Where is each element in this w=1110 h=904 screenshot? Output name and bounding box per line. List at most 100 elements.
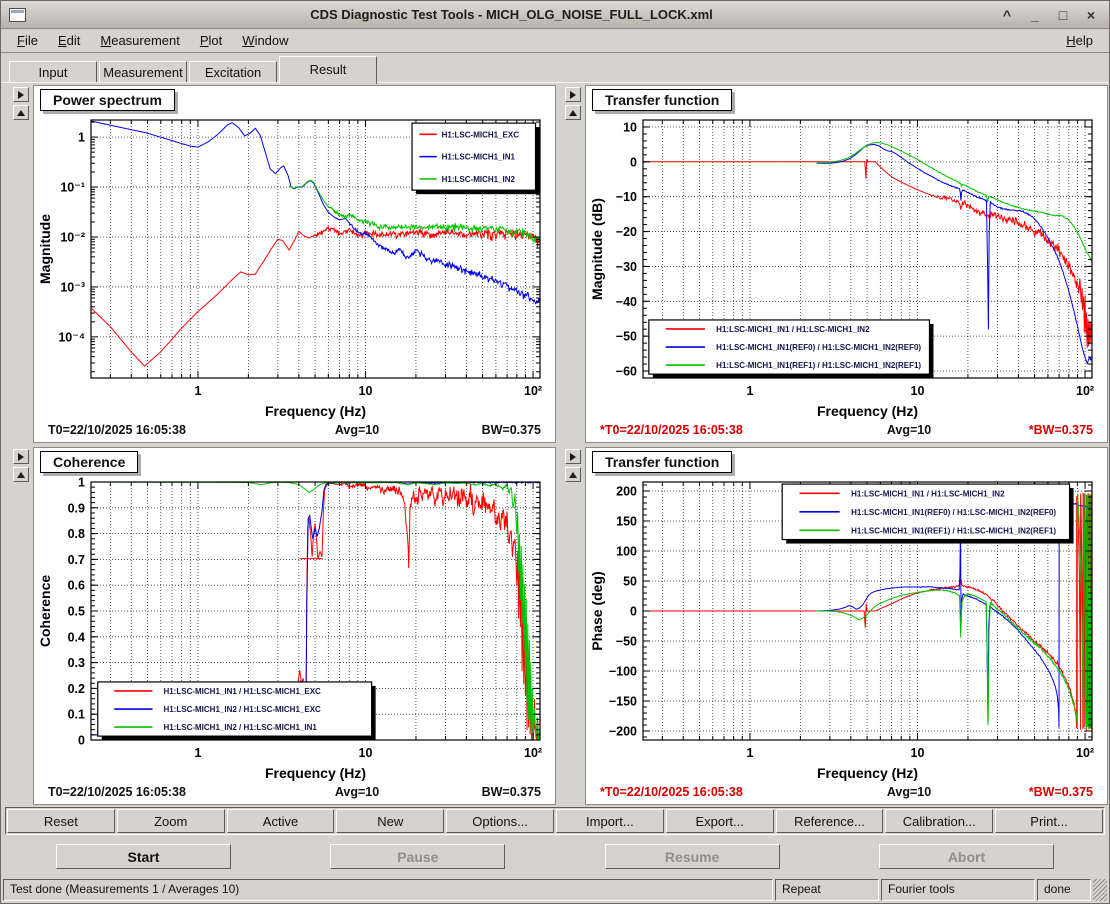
series-H1:LSC-MICH1_IN1 / H1:LSC-MICH1_IN2 — [643, 492, 1092, 731]
plot-canvas-tf-phase[interactable]: 1 10 10² 200 150 100 50 0 −50 −100 −150 −200 Frequen… — [586, 474, 1107, 787]
toolbar-active-button[interactable]: Active — [226, 809, 335, 833]
up-arrow-icon — [17, 471, 25, 478]
up-arrow-icon — [569, 471, 577, 478]
panel-power-spectrum: Power spectrum 1 10 10² 1 10⁻¹ 10⁻² 10⁻³ 10⁻⁴ Fr… — [33, 85, 556, 443]
maximize-button[interactable]: □ — [1058, 6, 1068, 23]
svg-text:1: 1 — [78, 131, 85, 145]
menu-help[interactable]: Help — [1066, 33, 1093, 48]
result-pane: Power spectrum 1 10 10² 1 10⁻¹ 10⁻² 10⁻³ 10⁻⁴ Fr… — [1, 83, 1109, 805]
start-button[interactable]: Start — [56, 844, 231, 869]
plot-title: Power spectrum — [40, 89, 175, 111]
minimize-button[interactable]: _ — [1031, 6, 1039, 23]
plot-title: Coherence — [40, 451, 139, 473]
svg-text:0: 0 — [78, 734, 85, 748]
toolbar-print-button[interactable]: Print... — [995, 809, 1103, 833]
tab-result[interactable]: Result — [279, 56, 377, 84]
legend: H1:LSC-MICH1_IN1 / H1:LSC-MICH1_IN2 H1:LS… — [648, 319, 934, 379]
right-arrow-icon — [570, 452, 576, 461]
svg-text:0.4: 0.4 — [68, 630, 85, 644]
window-icon[interactable] — [9, 7, 26, 22]
svg-text:10²: 10² — [524, 746, 542, 760]
toolbar-options-button[interactable]: Options... — [446, 809, 554, 833]
series-H1:LSC-MICH1_IN1(REF1) / H1:LSC-MICH1_IN2(REF1) — [816, 141, 1092, 262]
resume-button[interactable]: Resume — [604, 844, 780, 869]
title-bar: CDS Diagnostic Test Tools - MICH_OLG_NOI… — [1, 1, 1109, 29]
plot-toolbar: Reset Zoom Active New Options... Import... Exp… — [5, 807, 1105, 835]
svg-text:10: 10 — [623, 120, 637, 134]
menu-plot[interactable]: Plot — [199, 33, 223, 48]
pad-pop-up-button[interactable] — [565, 467, 581, 482]
plot-title: Transfer function — [592, 451, 733, 473]
menu-window[interactable]: Window — [242, 33, 289, 48]
plot-avg: Avg=10 — [886, 423, 932, 437]
right-arrow-icon — [18, 90, 24, 99]
pad-pop-up-button[interactable] — [565, 105, 581, 120]
plot-bw: BW=0.375 — [481, 423, 541, 437]
close-button[interactable]: × — [1086, 6, 1096, 23]
svg-text:10⁻⁴: 10⁻⁴ — [58, 330, 85, 344]
axes: 1 10 10² 10 0 −10 −20 −30 −40 −50 −60 Frequency (Hz… — [589, 119, 1094, 419]
svg-text:H1:LSC-MICH1_EXC: H1:LSC-MICH1_EXC — [442, 130, 520, 139]
pad-pop-right-button[interactable] — [13, 449, 29, 464]
menu-edit[interactable]: Edit — [57, 33, 81, 48]
toolbar-import-button[interactable]: Import... — [555, 809, 664, 833]
svg-text:−60: −60 — [616, 365, 637, 379]
series-H1:LSC-MICH1_IN1(REF1) / H1:LSC-MICH1_IN2(REF1) — [816, 493, 1092, 729]
plot-row-top: Power spectrum 1 10 10² 1 10⁻¹ 10⁻² 10⁻³ 10⁻⁴ Fr… — [1, 85, 1109, 443]
svg-text:−100: −100 — [609, 665, 637, 679]
legend: H1:LSC-MICH1_IN1 / H1:LSC-MICH1_EXC H1:LS… — [97, 681, 376, 741]
pad-pop-right-button[interactable] — [565, 87, 581, 102]
tab-excitation[interactable]: Excitation — [189, 61, 277, 83]
svg-text:1: 1 — [746, 746, 753, 760]
shade-button[interactable]: ^ — [1002, 6, 1012, 23]
plot-bw: *BW=0.375 — [1028, 785, 1093, 799]
plot-avg: Avg=10 — [334, 423, 380, 437]
svg-text:Magnitude: Magnitude — [37, 214, 53, 284]
series-H1:LSC-MICH1_IN1 / H1:LSC-MICH1_IN2 — [643, 158, 1092, 348]
up-arrow-icon — [569, 109, 577, 116]
menu-left: File Edit Measurement Plot Window — [9, 31, 1058, 50]
pad-pop-right-button[interactable] — [565, 449, 581, 464]
pad-pop-up-button[interactable] — [13, 467, 29, 482]
svg-text:Frequency (Hz): Frequency (Hz) — [817, 765, 918, 781]
plot-canvas-tf-magnitude[interactable]: 1 10 10² 10 0 −10 −20 −30 −40 −50 −60 Frequency (Hz… — [586, 112, 1107, 425]
plot-bw: BW=0.375 — [481, 785, 541, 799]
svg-text:10²: 10² — [1076, 746, 1094, 760]
tab-input[interactable]: Input — [9, 61, 97, 83]
toolbar-calibration-button[interactable]: Calibration... — [885, 809, 994, 833]
abort-button[interactable]: Abort — [878, 844, 1054, 869]
svg-text:0.3: 0.3 — [68, 656, 85, 670]
series-group — [643, 141, 1092, 365]
pause-button[interactable]: Pause — [330, 844, 506, 869]
status-tools: Fourier tools — [881, 879, 1035, 901]
toolbar-export-button[interactable]: Export... — [665, 809, 774, 833]
svg-text:0: 0 — [630, 155, 637, 169]
menu-measurement[interactable]: Measurement — [100, 33, 180, 48]
toolbar-new-button[interactable]: New — [336, 809, 445, 833]
plot-footer: T0=22/10/2025 16:05:38 Avg=10 BW=0.375 — [34, 423, 555, 441]
svg-text:10: 10 — [359, 746, 373, 760]
menu-file[interactable]: File — [17, 33, 38, 48]
svg-text:10²: 10² — [524, 384, 542, 398]
plot-canvas-coherence[interactable]: 1 10 10² 1 0.9 0.8 0.7 0.6 0.5 0.4 0.3 0.2 0.1 0 Frequ… — [34, 474, 555, 787]
svg-text:−40: −40 — [616, 295, 637, 309]
pad-pop-right-button[interactable] — [13, 87, 29, 102]
resize-grip[interactable] — [1093, 879, 1107, 901]
plot-avg: Avg=10 — [334, 785, 380, 799]
toolbar-reference-button[interactable]: Reference... — [775, 809, 884, 833]
svg-text:0.8: 0.8 — [68, 527, 85, 541]
svg-text:−50: −50 — [616, 330, 637, 344]
tab-measurement[interactable]: Measurement — [99, 61, 187, 83]
pad-buttons-coherence — [13, 447, 31, 482]
series-group — [643, 492, 1092, 731]
status-repeat: Repeat — [775, 879, 879, 901]
pad-buttons-tf-magnitude — [565, 85, 583, 120]
toolbar-reset-button[interactable]: Reset — [7, 809, 115, 833]
svg-text:0.1: 0.1 — [68, 708, 85, 722]
plot-canvas-power-spectrum[interactable]: 1 10 10² 1 10⁻¹ 10⁻² 10⁻³ 10⁻⁴ Frequency (Hz) Mag… — [34, 112, 555, 425]
toolbar-zoom-button[interactable]: Zoom — [116, 809, 225, 833]
series-group — [91, 120, 540, 367]
svg-text:50: 50 — [623, 575, 637, 589]
status-state: done — [1037, 879, 1091, 901]
pad-pop-up-button[interactable] — [13, 105, 29, 120]
